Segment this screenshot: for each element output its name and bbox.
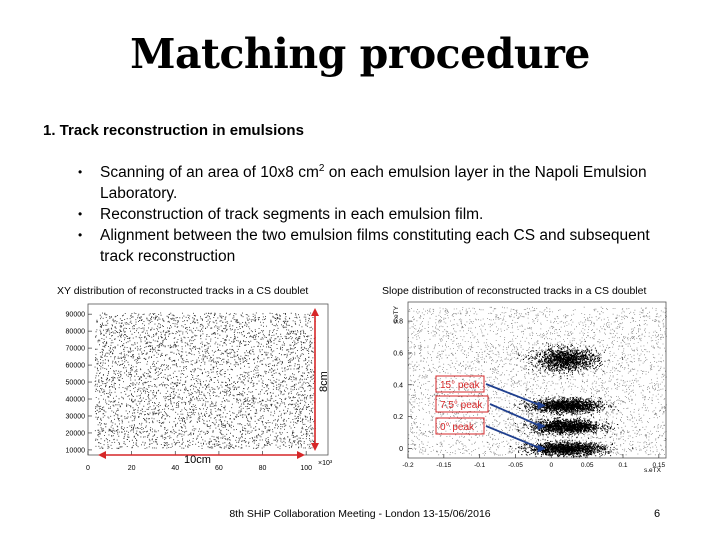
bullet-item: • Scanning of an area of 10x8 cm2 on each… (78, 162, 658, 204)
slope-plot-title: Slope distribution of reconstructed trac… (382, 285, 647, 297)
x-tick-label: 20 (128, 465, 136, 472)
section-heading: 1. Track reconstruction in emulsions (43, 122, 304, 139)
xy-point-cloud (94, 312, 316, 450)
width-label: 10cm (184, 454, 211, 466)
y-tick-label: 0.8 (393, 319, 403, 326)
x-tick-label: 0.15 (653, 462, 666, 469)
arrow-down-icon (311, 443, 319, 451)
y-tick-label: 10000 (66, 447, 86, 454)
xy-plot-frame (87, 303, 329, 456)
y-tick-label: 0.6 (393, 350, 403, 357)
xy-distribution-plot: 10000 20000 30000 40000 50000 60000 70000 80000… (66, 303, 333, 472)
x-tick-label: 0 (86, 465, 90, 472)
slope-x-axis: -0.2 -0.15 -0.1 -0.05 0 0.05 0.1 0.15 (402, 454, 666, 469)
peak-arrow-line (489, 403, 542, 427)
bullet-dot-icon: • (78, 207, 83, 221)
peak-arrow-line (485, 383, 541, 407)
x-tick-label: 80 (259, 465, 267, 472)
y-tick-label: 50000 (66, 380, 86, 387)
bullet-dot-icon: • (78, 228, 83, 242)
peak-label: 0° peak (440, 422, 475, 433)
bullet-text: Scanning of an area of 10x8 cm (100, 164, 319, 181)
slope-cluster (508, 390, 624, 417)
arrow-left-icon (98, 451, 106, 459)
x-tick-label: 0 (550, 462, 554, 469)
y-tick-label: 80000 (66, 329, 86, 336)
slope-y-axis-label: s.eTY (393, 305, 400, 323)
peak-annotations: 15° peak 7.5° peak 0° peak (435, 375, 546, 453)
bullet-item: • Alignment between the two emulsion film… (78, 225, 658, 267)
xy-y-axis: 10000 20000 30000 40000 50000 60000 70000 80000… (66, 312, 92, 454)
x-tick-label: 0.1 (618, 462, 627, 469)
slope-cluster (509, 437, 634, 458)
arrow-right-icon (537, 422, 546, 431)
slope-y-axis: 0 0.2 0.4 0.6 0.8 (393, 319, 412, 453)
slope-point-cloud (408, 306, 667, 458)
x-tick-label: 40 (171, 465, 179, 472)
y-tick-label: 30000 (66, 413, 86, 420)
y-tick-label: 90000 (66, 312, 86, 319)
y-tick-label: 60000 (66, 363, 86, 370)
peak-label: 7.5° peak (440, 400, 483, 411)
footer-text: 8th SHiP Collaboration Meeting - London … (229, 508, 491, 520)
y-tick-label: 40000 (66, 397, 86, 404)
slope-distribution-plot: 0 0.2 0.4 0.6 0.8 -0.2 -0.15 -0.1 -0.05 0 0.05 0.1… (393, 301, 667, 474)
peak-label-box (435, 395, 489, 413)
xy-x-multiplier: ×10³ (318, 460, 333, 467)
bullet-item: • Reconstruction of track segments in eac… (78, 204, 658, 225)
x-tick-label: 0.05 (581, 462, 594, 469)
x-tick-label: -0.1 (474, 462, 486, 469)
width-dimension-arrow (98, 451, 305, 459)
arrow-right-icon (537, 401, 546, 410)
peak-label-box (435, 417, 485, 435)
y-tick-label: 0.2 (393, 414, 403, 421)
bullet-dot-icon: • (78, 165, 83, 179)
bullet-list: • Scanning of an area of 10x8 cm2 on each… (78, 162, 658, 267)
slope-cluster (516, 340, 624, 380)
x-tick-label: -0.05 (508, 462, 523, 469)
superscript: 2 (318, 162, 325, 174)
xy-points (94, 312, 316, 450)
bullet-text: Alignment between the two emulsion films… (100, 227, 650, 265)
x-tick-label: -0.2 (402, 462, 414, 469)
slide-title: Matching procedure (130, 30, 590, 78)
xy-plot-title: XY distribution of reconstructed tracks … (57, 285, 309, 297)
arrow-right-icon (297, 451, 305, 459)
bullet-text: Reconstruction of track segments in each… (100, 206, 484, 223)
slope-cluster (507, 413, 641, 439)
y-tick-label: 0.4 (393, 382, 403, 389)
y-tick-label: 20000 (66, 430, 86, 437)
x-tick-label: 100 (300, 465, 312, 472)
page-number: 6 (654, 508, 661, 520)
height-label: 8cm (318, 371, 330, 392)
arrow-up-icon (311, 308, 319, 316)
peak-label: 15° peak (440, 380, 481, 391)
peak-arrow-line (485, 425, 542, 450)
bullet-text-continued: on each emulsion layer in the Napoli Emu… (100, 164, 647, 202)
peak-label-box (435, 375, 485, 393)
y-tick-label: 70000 (66, 346, 86, 353)
y-tick-label: 0 (399, 446, 403, 453)
x-tick-label: -0.15 (436, 462, 451, 469)
arrow-right-icon (537, 444, 546, 453)
slope-x-axis-label: s.eTX (644, 467, 662, 474)
height-dimension-arrow (311, 308, 319, 451)
x-tick-label: 60 (215, 465, 223, 472)
